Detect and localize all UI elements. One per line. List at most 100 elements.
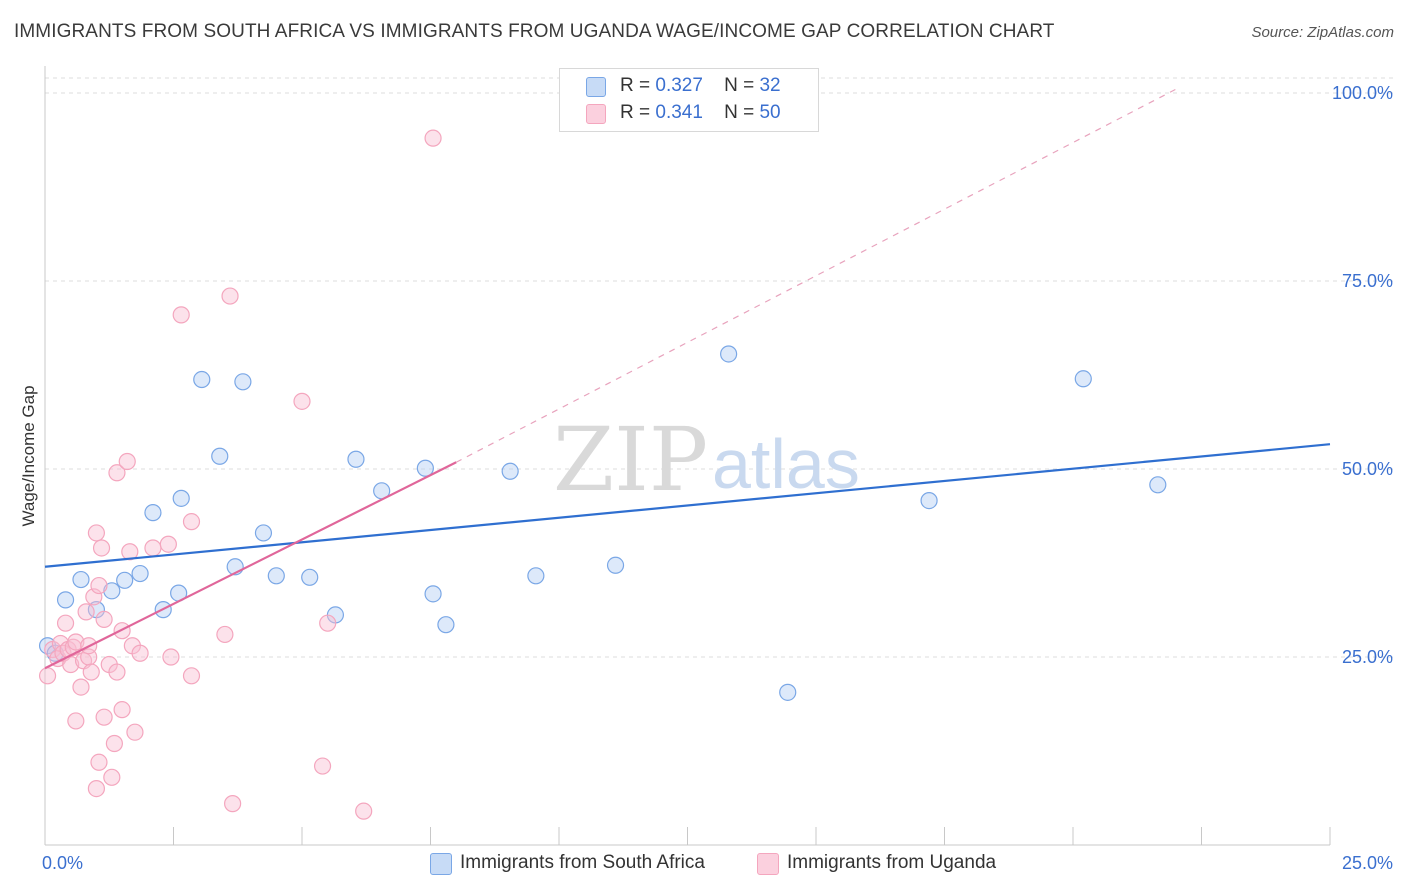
point-south-africa [56, 591, 75, 609]
point-south-africa [234, 373, 252, 391]
point-uganda [355, 802, 373, 820]
point-uganda [126, 723, 144, 741]
point-south-africa [501, 462, 519, 480]
point-south-africa [527, 567, 545, 585]
trend-extension-uganda [455, 88, 1177, 463]
legend-n-value: 50 [759, 102, 781, 123]
point-south-africa [301, 568, 319, 586]
point-south-africa [437, 616, 455, 634]
chart-title: IMMIGRANTS FROM SOUTH AFRICA VS IMMIGRAN… [14, 21, 1055, 42]
point-uganda [131, 644, 149, 662]
legend-stats-south-africa: R = 0.327 N = 32 [620, 75, 781, 97]
watermark-zip: ZIP [553, 408, 708, 511]
point-south-africa [267, 567, 285, 585]
point-uganda [82, 663, 100, 681]
bottom-legend-label-uganda: Immigrants from Uganda [787, 852, 997, 873]
x-tick-label: 25.0% [1342, 853, 1393, 873]
point-uganda [182, 513, 201, 531]
point-south-africa [779, 683, 797, 701]
source-label: Source: ZipAtlas.com [1251, 24, 1394, 41]
point-south-africa [116, 571, 134, 589]
point-uganda [424, 129, 442, 147]
bottom-legend-swatch-uganda [757, 853, 779, 875]
legend-n-value: 32 [759, 75, 781, 96]
tick-labels: 25.0% 50.0% 75.0% 100.0% 0.0% 25.0% [42, 83, 1393, 873]
legend-r-label: R = [620, 102, 651, 123]
point-uganda [56, 614, 75, 632]
point-uganda [77, 603, 95, 621]
point-south-africa [1149, 476, 1167, 494]
axes [44, 66, 1331, 846]
y-tick-label: 75.0% [1342, 271, 1393, 291]
point-uganda [38, 667, 57, 685]
point-uganda [92, 539, 111, 557]
point-uganda [90, 576, 108, 595]
point-south-africa [920, 492, 938, 510]
point-uganda [113, 701, 131, 719]
point-uganda [216, 625, 234, 644]
point-south-africa [606, 556, 625, 574]
gridlines [45, 77, 1393, 658]
point-south-africa [347, 450, 365, 468]
point-uganda [319, 614, 337, 632]
point-uganda [67, 712, 85, 730]
point-uganda [67, 633, 85, 651]
bottom-legend-swatch-south-africa [430, 853, 452, 875]
point-uganda [72, 678, 90, 696]
point-south-africa [254, 524, 273, 542]
y-axis-label: Wage/Income Gap [19, 385, 38, 526]
legend-n-label: N = [724, 102, 755, 123]
legend: R = 0.327 N = 32 R = 0.341 N = 50 [559, 68, 819, 132]
point-south-africa [1074, 370, 1092, 388]
point-uganda [118, 452, 136, 471]
point-uganda [313, 757, 332, 775]
point-uganda [95, 708, 113, 726]
point-south-africa [424, 585, 442, 603]
legend-n-label: N = [724, 75, 755, 96]
trend-line-uganda [44, 461, 457, 670]
point-uganda [108, 663, 126, 681]
x-tick-label: 0.0% [42, 853, 83, 873]
point-uganda [144, 539, 162, 557]
point-south-africa [416, 459, 434, 477]
point-south-africa [131, 564, 149, 583]
legend-r-value: 0.327 [655, 75, 703, 96]
trend-line-south-africa [44, 443, 1331, 568]
point-uganda [85, 588, 103, 606]
data-points [38, 129, 1167, 820]
y-tick-label: 50.0% [1342, 459, 1393, 479]
point-uganda [87, 780, 106, 798]
point-south-africa [211, 447, 229, 465]
point-south-africa [720, 345, 738, 363]
point-uganda [108, 464, 126, 482]
point-south-africa [193, 370, 211, 389]
point-uganda [105, 734, 123, 753]
point-south-africa [144, 504, 162, 522]
point-uganda [87, 524, 106, 542]
point-uganda [221, 287, 239, 305]
point-uganda [182, 667, 201, 685]
point-uganda [293, 392, 311, 410]
y-tick-label: 25.0% [1342, 647, 1393, 667]
legend-r-value: 0.341 [655, 102, 703, 123]
point-uganda [159, 535, 177, 553]
legend-swatch-south-africa [586, 77, 606, 97]
watermark: ZIP atlas [553, 408, 860, 511]
point-south-africa [103, 582, 121, 600]
legend-swatch-uganda [586, 104, 606, 124]
point-south-africa [172, 489, 190, 507]
point-uganda [103, 768, 121, 786]
legend-stats-uganda: R = 0.341 N = 50 [620, 102, 781, 124]
trend-lines [44, 88, 1331, 670]
point-uganda [172, 306, 190, 324]
point-uganda [95, 610, 113, 629]
legend-r-label: R = [620, 75, 651, 96]
bottom-legend-label-south-africa: Immigrants from South Africa [460, 852, 705, 873]
watermark-atlas: atlas [712, 425, 860, 503]
point-uganda [224, 795, 242, 813]
y-tick-label: 100.0% [1332, 83, 1393, 103]
point-south-africa [72, 570, 90, 589]
point-uganda [90, 753, 108, 771]
point-uganda [162, 648, 180, 666]
